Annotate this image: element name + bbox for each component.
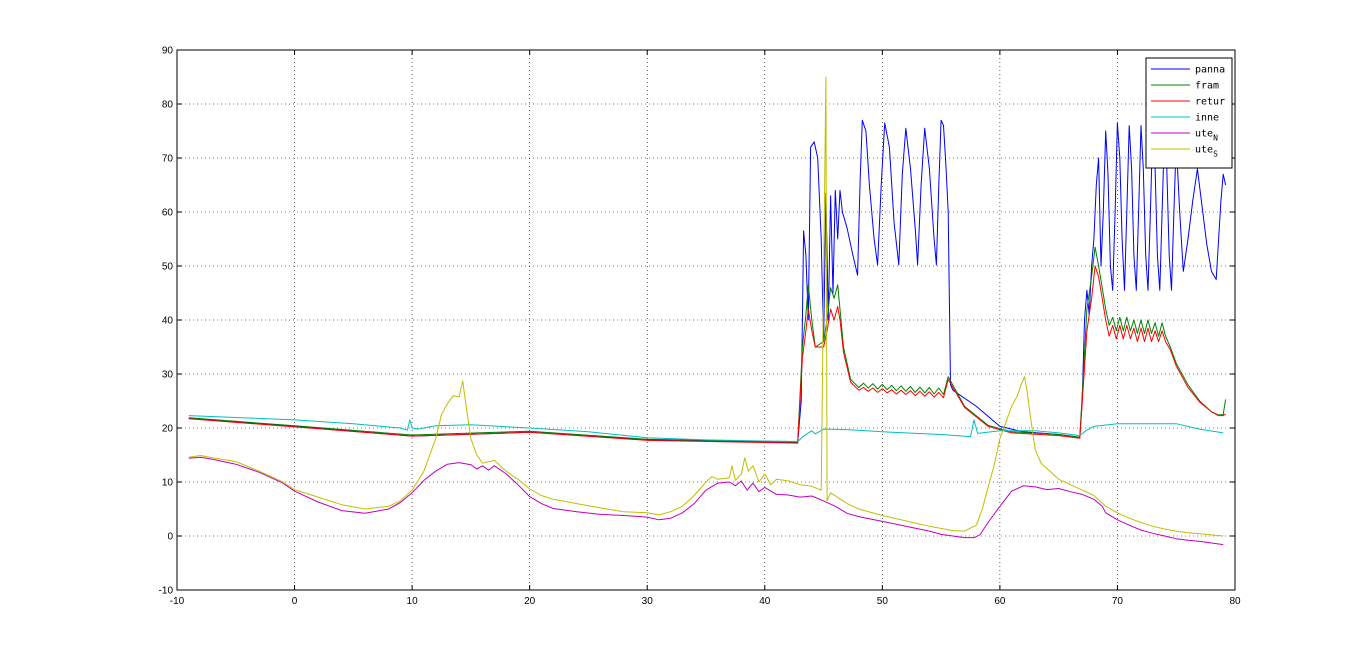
x-tick-label: 50 — [877, 596, 889, 607]
y-tick-label: -10 — [159, 586, 174, 597]
y-tick-label: 80 — [162, 100, 174, 111]
series-line-retur — [188, 265, 1226, 444]
legend-label: uteS — [1195, 145, 1218, 159]
x-axis-ticks: -10 0 10 20 30 40 50 60 70 80 — [170, 50, 1241, 607]
legend-label-subscript: S — [1213, 150, 1218, 159]
series-line-fram — [188, 246, 1227, 443]
y-tick-label: 20 — [162, 424, 174, 435]
y-tick-label: 40 — [162, 316, 174, 327]
y-tick-label: 0 — [167, 532, 173, 543]
x-tick-label: 80 — [1229, 596, 1241, 607]
x-tick-label: 10 — [407, 596, 419, 607]
y-tick-label: 90 — [162, 46, 174, 57]
x-tick-label: 0 — [292, 596, 298, 607]
y-tick-label: 10 — [162, 478, 174, 489]
x-tick-label: 70 — [1112, 596, 1124, 607]
x-tick-label: -10 — [170, 596, 185, 607]
x-tick-label: 30 — [642, 596, 654, 607]
series-lines — [188, 76, 1227, 546]
legend-label: fram — [1195, 81, 1219, 92]
legend-box — [1145, 57, 1233, 169]
series-line-ute-N — [188, 456, 1224, 546]
x-tick-label: 60 — [994, 596, 1006, 607]
legend-label: retur — [1195, 97, 1225, 108]
series-line-inne — [188, 415, 1224, 442]
legend-label: inne — [1195, 113, 1219, 124]
series-line-panna — [188, 119, 1227, 444]
y-axis-ticks: -10 0 10 20 30 40 50 60 70 80 90 — [159, 46, 1235, 597]
series-line-ute-S — [188, 76, 1224, 537]
y-tick-label: 50 — [162, 262, 174, 273]
legend-label: uteN — [1195, 129, 1218, 143]
y-tick-label: 70 — [162, 154, 174, 165]
y-tick-label: 30 — [162, 370, 174, 381]
x-tick-label: 40 — [759, 596, 771, 607]
y-tick-label: 60 — [162, 208, 174, 219]
legend-label-subscript: N — [1213, 134, 1218, 143]
legend-label: panna — [1195, 65, 1225, 76]
x-tick-label: 20 — [524, 596, 536, 607]
legend: panna fram retur inne uteN uteS — [1145, 57, 1233, 169]
